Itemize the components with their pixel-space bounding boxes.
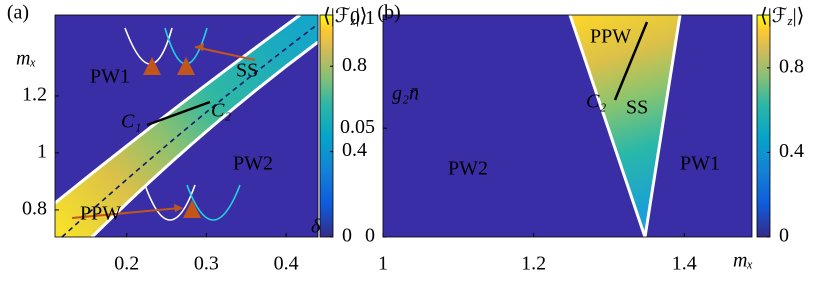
region-label: C₂ <box>586 91 606 113</box>
arrow-head <box>174 204 183 212</box>
region-label: PW1 <box>680 153 720 175</box>
colorbar-label-part: |⟩ <box>793 5 805 27</box>
colorbar-label: ⟨|ℱz|⟩ <box>760 5 804 28</box>
region-label: SS <box>626 97 648 119</box>
region-label: PPW <box>80 203 121 225</box>
dashed-line <box>61 23 319 238</box>
x-tick-label: 1.4 <box>672 253 697 275</box>
colorbar-tick-label: 0.8 <box>779 55 804 77</box>
colorbar-tick-label: 0.8 <box>342 54 367 76</box>
background <box>383 15 752 237</box>
y-tick-label: 1 <box>37 141 47 163</box>
x-tick-label: 0.4 <box>274 253 299 275</box>
colorbar <box>756 14 771 238</box>
dispersion <box>144 184 196 221</box>
x-tick-label: 1 <box>378 253 388 275</box>
y-axis-label: mₓ <box>16 48 36 70</box>
plot-frame <box>54 14 319 238</box>
boundary <box>54 13 301 205</box>
y-tick-label: 0.8 <box>22 198 47 220</box>
region-label: PPW <box>590 26 631 48</box>
transition-line <box>613 21 649 101</box>
colorbar-tick-label: 0 <box>342 225 352 247</box>
panel-label: (a) <box>7 2 29 24</box>
dispersion <box>186 184 241 221</box>
y-axis-label: g₂n̄ <box>392 83 419 105</box>
x-axis-label: mₓ <box>733 250 753 272</box>
condensate <box>143 57 161 75</box>
region-label: SS <box>236 60 258 82</box>
x-tick-label: 0.2 <box>114 253 139 275</box>
region-label: PW1 <box>90 66 130 88</box>
colorbar-tick-label: 0.4 <box>342 139 367 161</box>
x-tick-label: 1.2 <box>521 253 546 275</box>
panel-a-art <box>54 13 319 239</box>
condensate <box>183 200 201 218</box>
colorbar <box>319 14 334 238</box>
plot-frame <box>382 14 753 238</box>
panel-label: (b) <box>377 2 400 24</box>
colorbar-label-part: ⟨|ℱ <box>323 5 351 27</box>
colorbar-label: ⟨|ℱz|⟩ <box>323 5 367 28</box>
colorbar-label-part: ⟨|ℱ <box>760 5 788 27</box>
colorbar-tick-label: 0.4 <box>779 140 804 162</box>
y-tick-label: 0.1 <box>350 7 375 29</box>
x-tick-label: 0.3 <box>194 253 219 275</box>
colorbar-label-part: z <box>350 13 356 28</box>
panel-b-art <box>383 14 752 238</box>
colorbar-label-part: z <box>787 13 793 28</box>
y-tick-label: 0.05 <box>340 116 375 138</box>
arrow-head <box>195 43 204 51</box>
transition-line <box>146 100 211 127</box>
ss-band <box>55 15 318 237</box>
region-label: C₂ <box>211 100 231 122</box>
colorbar-tick-label: 0 <box>779 225 789 247</box>
region-label: C₁ <box>121 111 141 133</box>
boundary <box>90 40 319 239</box>
arrow <box>71 207 181 219</box>
colorbar-label-part: |⟩ <box>356 5 368 27</box>
y-tick-label: 1.2 <box>22 84 47 106</box>
condensate <box>177 57 195 75</box>
region-label: PW2 <box>233 153 273 175</box>
arrow <box>194 46 256 61</box>
x-axis-label: δ <box>311 216 321 238</box>
region-label: PW2 <box>448 158 488 180</box>
y-tick-label: 0 <box>365 225 375 247</box>
